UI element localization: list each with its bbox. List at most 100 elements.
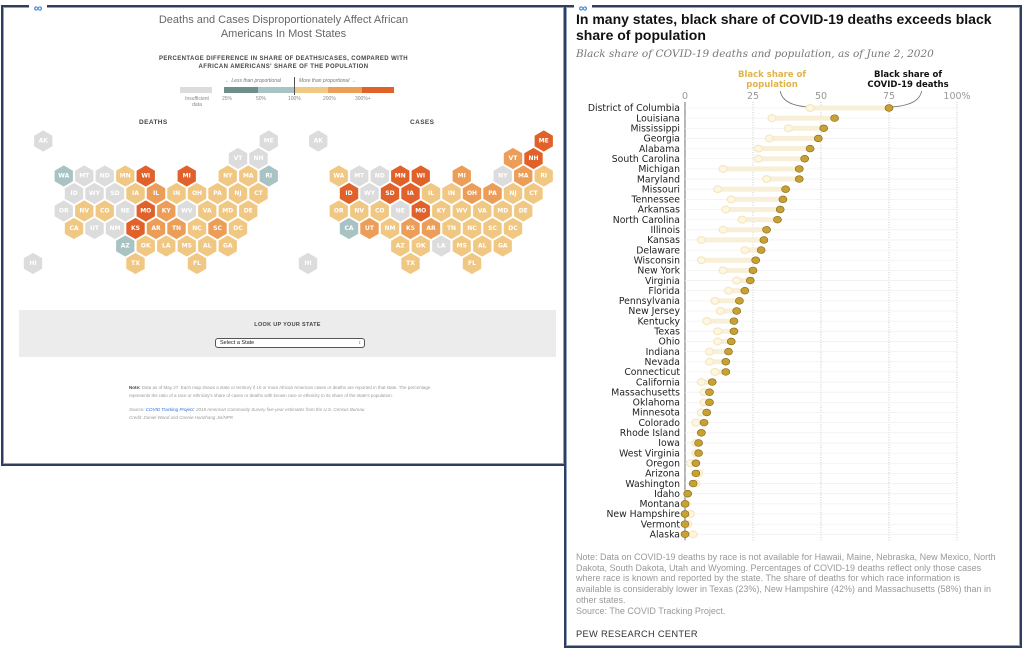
hex-state-or[interactable]: OR bbox=[53, 199, 74, 223]
hex-state-az[interactable]: AZ bbox=[115, 234, 136, 258]
hex-state-ga[interactable]: GA bbox=[217, 234, 238, 258]
hex-state-wi[interactable]: WI bbox=[135, 164, 156, 188]
hex-state-in[interactable]: IN bbox=[166, 181, 187, 206]
hex-state-pa[interactable]: PA bbox=[207, 181, 228, 206]
hex-state-nh[interactable]: NH bbox=[523, 146, 544, 171]
hex-state-vt[interactable]: VT bbox=[227, 146, 249, 171]
hex-state-ct[interactable]: CT bbox=[523, 181, 544, 206]
hex-state-tx[interactable]: TX bbox=[125, 251, 146, 276]
hex-state-tn[interactable]: TN bbox=[166, 216, 187, 241]
hex-state-ak[interactable]: AK bbox=[33, 129, 54, 153]
hex-state-ne[interactable]: NE bbox=[115, 199, 136, 223]
hex-state-ga[interactable]: GA bbox=[492, 234, 513, 258]
hex-state-mn[interactable]: MN bbox=[115, 164, 136, 188]
hex-state-nv[interactable]: NV bbox=[74, 199, 95, 223]
hex-state-wv[interactable]: WV bbox=[176, 199, 197, 223]
hex-state-tn[interactable]: TN bbox=[441, 216, 462, 241]
hex-state-nh[interactable]: NH bbox=[248, 146, 269, 171]
hex-state-ne[interactable]: NE bbox=[390, 199, 411, 223]
hex-state-co[interactable]: CO bbox=[369, 199, 390, 223]
hex-state-ri[interactable]: RI bbox=[258, 164, 279, 188]
hex-state-ma[interactable]: MA bbox=[238, 164, 259, 188]
hex-state-mo[interactable]: MO bbox=[135, 199, 156, 223]
hex-state-de[interactable]: DE bbox=[513, 199, 534, 223]
hex-state-fl[interactable]: FL bbox=[461, 251, 483, 276]
hex-state-nj[interactable]: NJ bbox=[227, 181, 249, 206]
hex-state-ia[interactable]: IA bbox=[125, 181, 146, 206]
hex-state-mo[interactable]: MO bbox=[410, 199, 431, 223]
hex-state-ri[interactable]: RI bbox=[533, 164, 554, 188]
hex-state-ms[interactable]: MS bbox=[451, 234, 472, 258]
hex-state-me[interactable]: ME bbox=[533, 129, 554, 153]
hex-state-md[interactable]: MD bbox=[492, 199, 513, 223]
hex-state-ct[interactable]: CT bbox=[248, 181, 269, 206]
hex-state-tx[interactable]: TX bbox=[400, 251, 421, 276]
hex-state-wa[interactable]: WA bbox=[328, 164, 349, 188]
hex-state-la[interactable]: LA bbox=[431, 234, 452, 258]
hex-state-va[interactable]: VA bbox=[472, 199, 493, 223]
hex-state-mi[interactable]: MI bbox=[451, 164, 472, 188]
hex-state-ok[interactable]: OK bbox=[135, 234, 156, 258]
hex-state-sd[interactable]: SD bbox=[104, 181, 126, 206]
hex-state-sd[interactable]: SD bbox=[379, 181, 401, 206]
hex-state-hi[interactable]: HI bbox=[297, 251, 319, 276]
hex-state-pa[interactable]: PA bbox=[482, 181, 503, 206]
hex-state-ut[interactable]: UT bbox=[359, 216, 380, 241]
link-icon[interactable]: ∞ bbox=[29, 2, 47, 14]
hex-state-ar[interactable]: AR bbox=[420, 216, 442, 241]
hex-state-nd[interactable]: ND bbox=[94, 164, 115, 188]
hex-state-ar[interactable]: AR bbox=[145, 216, 167, 241]
hex-state-wa[interactable]: WA bbox=[53, 164, 74, 188]
hex-state-il[interactable]: IL bbox=[145, 181, 167, 206]
hex-state-ak[interactable]: AK bbox=[308, 129, 329, 153]
source-link[interactable]: COVID Tracking Project bbox=[145, 407, 194, 412]
hex-state-md[interactable]: MD bbox=[217, 199, 238, 223]
hex-state-ks[interactable]: KS bbox=[400, 216, 421, 241]
hex-state-wy[interactable]: WY bbox=[359, 181, 380, 206]
hex-state-oh[interactable]: OH bbox=[461, 181, 483, 206]
hex-state-ma[interactable]: MA bbox=[513, 164, 534, 188]
hex-state-al[interactable]: AL bbox=[472, 234, 493, 258]
state-select[interactable]: Select a State ↕ bbox=[215, 338, 365, 348]
hex-state-ok[interactable]: OK bbox=[410, 234, 431, 258]
hex-state-ny[interactable]: NY bbox=[217, 164, 238, 188]
hex-state-nj[interactable]: NJ bbox=[502, 181, 524, 206]
hex-state-mt[interactable]: MT bbox=[349, 164, 370, 188]
hex-state-va[interactable]: VA bbox=[197, 199, 218, 223]
hex-state-co[interactable]: CO bbox=[94, 199, 115, 223]
link-icon[interactable]: ∞ bbox=[574, 2, 592, 14]
hex-state-me[interactable]: ME bbox=[258, 129, 279, 153]
hex-state-sc[interactable]: SC bbox=[207, 216, 228, 241]
hex-state-ks[interactable]: KS bbox=[125, 216, 146, 241]
hex-state-al[interactable]: AL bbox=[197, 234, 218, 258]
hex-state-nm[interactable]: NM bbox=[104, 216, 126, 241]
hex-state-ia[interactable]: IA bbox=[400, 181, 421, 206]
hex-state-in[interactable]: IN bbox=[441, 181, 462, 206]
hex-state-mt[interactable]: MT bbox=[74, 164, 95, 188]
hex-state-hi[interactable]: HI bbox=[22, 251, 44, 276]
hex-state-dc[interactable]: DC bbox=[502, 216, 524, 241]
hex-state-oh[interactable]: OH bbox=[186, 181, 208, 206]
hex-state-wi[interactable]: WI bbox=[410, 164, 431, 188]
hex-state-nm[interactable]: NM bbox=[379, 216, 401, 241]
hex-state-wv[interactable]: WV bbox=[451, 199, 472, 223]
hex-state-id[interactable]: ID bbox=[338, 181, 360, 206]
hex-state-nc[interactable]: NC bbox=[461, 216, 483, 241]
hex-state-mn[interactable]: MN bbox=[390, 164, 411, 188]
hex-state-nc[interactable]: NC bbox=[186, 216, 208, 241]
hex-state-ny[interactable]: NY bbox=[492, 164, 513, 188]
hex-state-nd[interactable]: ND bbox=[369, 164, 390, 188]
hex-state-or[interactable]: OR bbox=[328, 199, 349, 223]
hex-state-ca[interactable]: CA bbox=[63, 216, 85, 241]
hex-state-il[interactable]: IL bbox=[420, 181, 442, 206]
hex-state-fl[interactable]: FL bbox=[186, 251, 208, 276]
hex-state-ky[interactable]: KY bbox=[156, 199, 177, 223]
hex-state-ca[interactable]: CA bbox=[338, 216, 360, 241]
hex-state-sc[interactable]: SC bbox=[482, 216, 503, 241]
hex-state-ut[interactable]: UT bbox=[84, 216, 105, 241]
hex-state-ms[interactable]: MS bbox=[176, 234, 197, 258]
hex-state-id[interactable]: ID bbox=[63, 181, 85, 206]
hex-state-nv[interactable]: NV bbox=[349, 199, 370, 223]
hex-state-de[interactable]: DE bbox=[238, 199, 259, 223]
hex-state-dc[interactable]: DC bbox=[227, 216, 249, 241]
